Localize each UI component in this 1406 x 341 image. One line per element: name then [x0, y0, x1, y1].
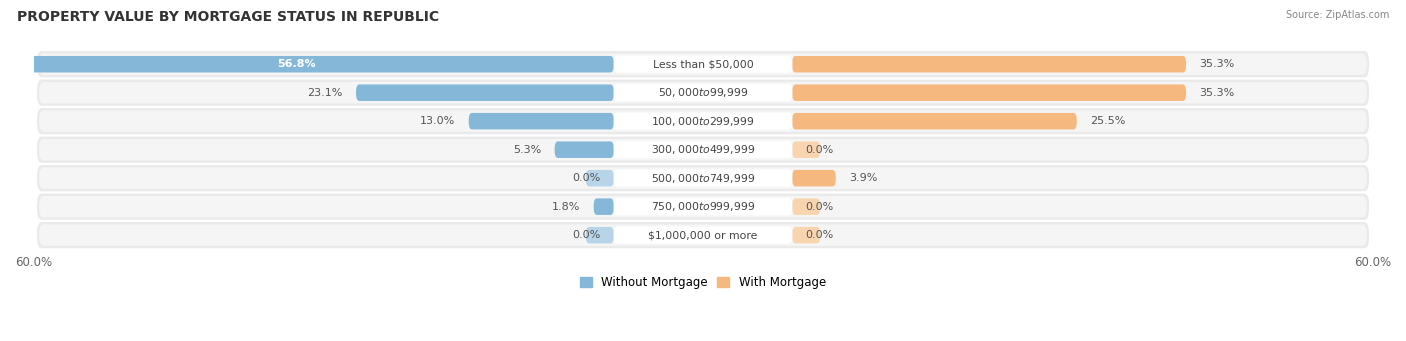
Text: 3.9%: 3.9%	[849, 173, 877, 183]
FancyBboxPatch shape	[792, 170, 835, 187]
Text: 0.0%: 0.0%	[806, 202, 834, 212]
FancyBboxPatch shape	[792, 227, 820, 243]
FancyBboxPatch shape	[39, 196, 1367, 218]
FancyBboxPatch shape	[792, 142, 820, 158]
FancyBboxPatch shape	[37, 108, 1369, 134]
Text: $50,000 to $99,999: $50,000 to $99,999	[658, 86, 748, 99]
FancyBboxPatch shape	[356, 85, 614, 101]
Text: $500,000 to $749,999: $500,000 to $749,999	[651, 172, 755, 185]
Text: PROPERTY VALUE BY MORTGAGE STATUS IN REPUBLIC: PROPERTY VALUE BY MORTGAGE STATUS IN REP…	[17, 10, 439, 24]
FancyBboxPatch shape	[37, 222, 1369, 248]
FancyBboxPatch shape	[39, 82, 1367, 103]
FancyBboxPatch shape	[39, 110, 1367, 132]
FancyBboxPatch shape	[37, 194, 1369, 220]
FancyBboxPatch shape	[39, 54, 1367, 75]
FancyBboxPatch shape	[37, 79, 1369, 106]
Text: 35.3%: 35.3%	[1199, 88, 1234, 98]
Text: $750,000 to $999,999: $750,000 to $999,999	[651, 200, 755, 213]
Text: 23.1%: 23.1%	[308, 88, 343, 98]
FancyBboxPatch shape	[554, 142, 614, 158]
FancyBboxPatch shape	[614, 56, 792, 73]
Text: Less than $50,000: Less than $50,000	[652, 59, 754, 69]
FancyBboxPatch shape	[37, 137, 1369, 163]
FancyBboxPatch shape	[614, 226, 792, 244]
FancyBboxPatch shape	[39, 139, 1367, 160]
Text: $100,000 to $299,999: $100,000 to $299,999	[651, 115, 755, 128]
Text: 1.8%: 1.8%	[553, 202, 581, 212]
Text: $300,000 to $499,999: $300,000 to $499,999	[651, 143, 755, 156]
FancyBboxPatch shape	[586, 227, 614, 243]
Text: 0.0%: 0.0%	[806, 230, 834, 240]
FancyBboxPatch shape	[0, 56, 614, 73]
FancyBboxPatch shape	[39, 224, 1367, 246]
FancyBboxPatch shape	[614, 141, 792, 158]
FancyBboxPatch shape	[593, 198, 614, 215]
FancyBboxPatch shape	[614, 169, 792, 187]
Text: 0.0%: 0.0%	[572, 230, 600, 240]
FancyBboxPatch shape	[37, 51, 1369, 77]
Text: 13.0%: 13.0%	[420, 116, 456, 126]
Text: $1,000,000 or more: $1,000,000 or more	[648, 230, 758, 240]
Text: 0.0%: 0.0%	[806, 145, 834, 155]
FancyBboxPatch shape	[614, 84, 792, 101]
FancyBboxPatch shape	[39, 167, 1367, 189]
FancyBboxPatch shape	[614, 198, 792, 216]
FancyBboxPatch shape	[586, 170, 614, 187]
FancyBboxPatch shape	[37, 165, 1369, 191]
FancyBboxPatch shape	[468, 113, 614, 130]
FancyBboxPatch shape	[792, 198, 820, 215]
Text: 25.5%: 25.5%	[1090, 116, 1126, 126]
Legend: Without Mortgage, With Mortgage: Without Mortgage, With Mortgage	[575, 271, 831, 294]
FancyBboxPatch shape	[792, 56, 1187, 73]
Text: 56.8%: 56.8%	[277, 59, 316, 69]
FancyBboxPatch shape	[792, 85, 1187, 101]
Text: Source: ZipAtlas.com: Source: ZipAtlas.com	[1285, 10, 1389, 20]
Text: 0.0%: 0.0%	[572, 173, 600, 183]
FancyBboxPatch shape	[614, 113, 792, 130]
FancyBboxPatch shape	[792, 113, 1077, 130]
Text: 5.3%: 5.3%	[513, 145, 541, 155]
Text: 35.3%: 35.3%	[1199, 59, 1234, 69]
